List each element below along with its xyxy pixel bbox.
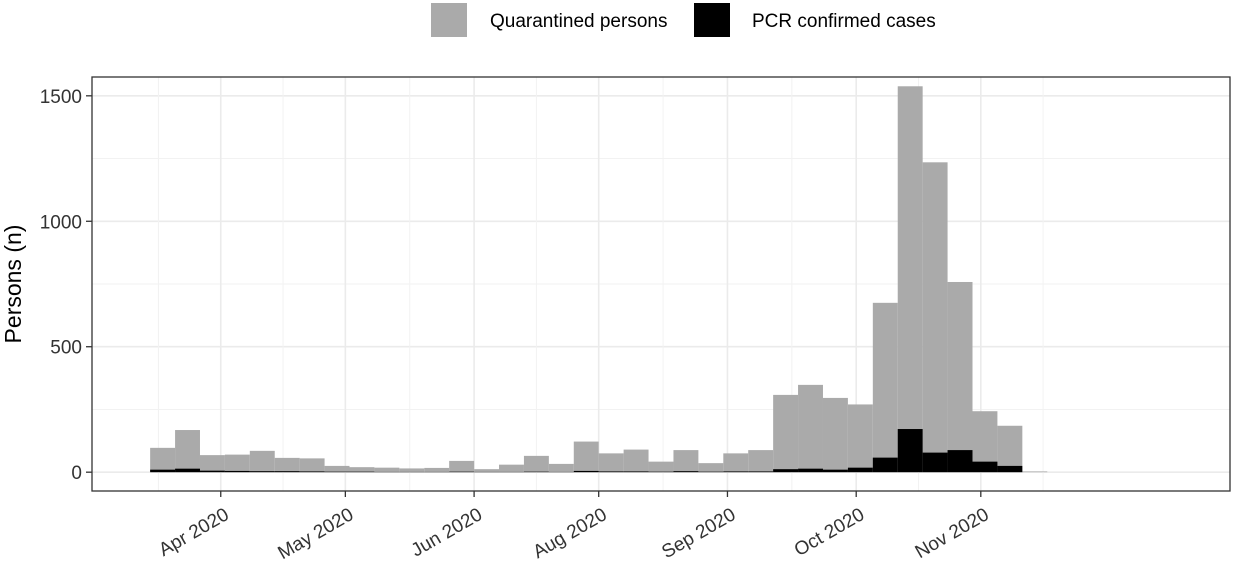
x-tick-label: Sep 2020 <box>658 504 739 563</box>
legend-label-quarantined: Quarantined persons <box>490 11 667 32</box>
y-tick-label: 0 <box>71 463 82 484</box>
legend: Quarantined persons PCR confirmed cases <box>431 3 936 37</box>
y-axis: 0 500 1000 1500 <box>40 87 92 484</box>
bar-pcr-confirmed <box>922 452 948 473</box>
bar-quarantined <box>847 404 873 473</box>
bar-pcr-confirmed <box>897 429 923 473</box>
bar-quarantined <box>548 463 574 473</box>
bar-quarantined <box>897 86 923 473</box>
bar-pcr-confirmed <box>349 471 375 473</box>
bar-quarantined <box>474 469 500 473</box>
x-tick-label: Oct 2020 <box>791 504 868 561</box>
bar-pcr-confirmed <box>698 471 724 473</box>
bar-pcr-confirmed <box>299 471 325 473</box>
y-tick-label: 1000 <box>40 212 82 233</box>
bar-quarantined <box>449 460 475 473</box>
bar-quarantined <box>922 162 948 473</box>
bar-pcr-confirmed <box>773 469 799 473</box>
legend-swatch-quarantined <box>431 3 467 37</box>
bar-quarantined <box>822 397 848 473</box>
bar-pcr-confirmed <box>249 471 275 473</box>
y-tick-label: 1500 <box>40 87 82 108</box>
bar-quarantined <box>299 458 325 473</box>
quarantined-bars <box>150 86 1048 473</box>
bar-quarantined <box>623 449 649 473</box>
bar-quarantined <box>399 468 425 473</box>
bar-quarantined <box>598 453 624 473</box>
bar-pcr-confirmed <box>947 450 973 473</box>
bar-quarantined <box>523 455 549 473</box>
bar-quarantined <box>997 425 1023 473</box>
bar-quarantined <box>499 464 524 473</box>
bar-quarantined <box>374 467 400 473</box>
bar-pcr-confirmed <box>523 471 549 473</box>
bar-quarantined <box>349 467 375 473</box>
pcr-bars <box>150 429 1023 473</box>
bar-quarantined <box>224 454 250 473</box>
x-tick-label: Nov 2020 <box>912 504 993 563</box>
bar-pcr-confirmed <box>822 469 848 473</box>
bar-pcr-confirmed <box>449 471 475 473</box>
plot-border <box>91 76 1231 492</box>
bar-pcr-confirmed <box>224 470 250 473</box>
bar-pcr-confirmed <box>150 469 176 473</box>
bar-pcr-confirmed <box>598 471 624 473</box>
bar-quarantined <box>698 463 724 473</box>
bar-quarantined <box>249 450 275 473</box>
bar-quarantined <box>723 453 749 473</box>
x-axis: Apr 2020 May 2020 Jun 2020 Aug 2020 Sep 2020… <box>155 491 993 564</box>
bar-quarantined <box>175 430 200 473</box>
bar-quarantined <box>947 281 973 473</box>
bar-quarantined <box>424 467 450 473</box>
bar-pcr-confirmed <box>798 468 823 473</box>
bar-pcr-confirmed <box>872 457 898 473</box>
bar-quarantined <box>872 302 898 473</box>
bar-pcr-confirmed <box>748 471 774 473</box>
bar-pcr-confirmed <box>573 470 599 473</box>
bar-quarantined <box>573 441 599 473</box>
bar-pcr-confirmed <box>274 471 300 473</box>
bar-pcr-confirmed <box>723 471 749 473</box>
bar-pcr-confirmed <box>648 471 674 473</box>
bar-pcr-confirmed <box>673 471 699 473</box>
x-tick-label: May 2020 <box>274 504 357 564</box>
y-axis-title: Persons (n) <box>0 225 26 344</box>
bar-pcr-confirmed <box>847 467 873 473</box>
bar-pcr-confirmed <box>623 471 649 473</box>
x-tick-label: Aug 2020 <box>530 504 611 563</box>
bar-pcr-confirmed <box>199 470 225 473</box>
x-tick-label: Apr 2020 <box>155 504 232 561</box>
bar-quarantined <box>648 461 674 473</box>
y-tick-label: 500 <box>50 338 82 359</box>
legend-swatch-pcr-confirmed <box>694 3 730 37</box>
bar-quarantined <box>274 457 300 473</box>
bar-quarantined <box>1022 471 1048 473</box>
bar-pcr-confirmed <box>175 468 200 473</box>
bar-quarantined <box>324 465 350 473</box>
bar-quarantined <box>199 455 225 473</box>
legend-label-pcr-confirmed: PCR confirmed cases <box>752 11 936 32</box>
bar-quarantined <box>773 394 799 473</box>
bar-pcr-confirmed <box>972 461 998 473</box>
bar-quarantined <box>673 450 699 473</box>
bar-pcr-confirmed <box>997 465 1023 473</box>
bar-quarantined <box>798 384 823 473</box>
bar-quarantined <box>748 450 774 473</box>
x-tick-label: Jun 2020 <box>408 504 486 561</box>
bar-pcr-confirmed <box>324 471 350 473</box>
bar-quarantined <box>150 447 176 473</box>
